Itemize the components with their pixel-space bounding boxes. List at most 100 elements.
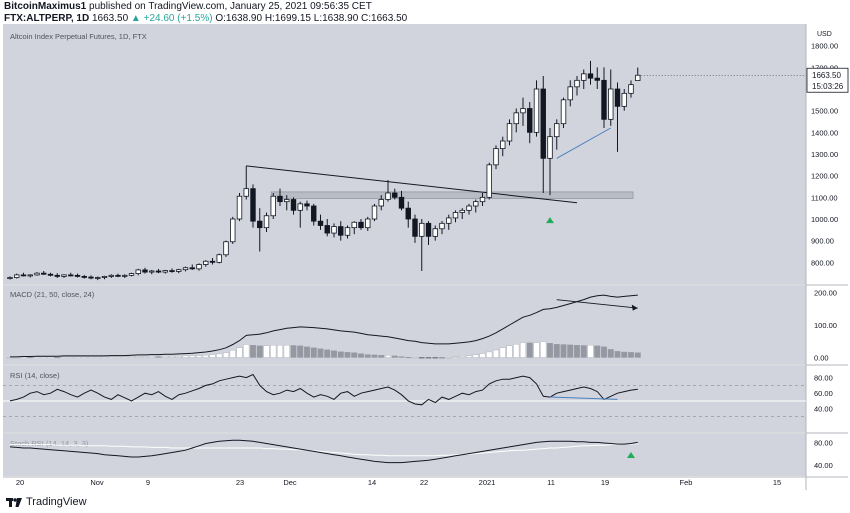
- macd-histogram-bar: [472, 354, 479, 358]
- macd-histogram-bar: [466, 355, 472, 358]
- macd-histogram-bar: [378, 355, 385, 358]
- candle-up: [230, 218, 236, 243]
- macd-histogram-bar: [88, 356, 94, 358]
- price-change: +24.60 (+1.5%): [143, 13, 213, 24]
- candle-up: [419, 222, 425, 237]
- macd-histogram-bar: [587, 344, 594, 358]
- candle-up: [108, 274, 114, 277]
- candle-up: [95, 277, 101, 279]
- currency-label: USD: [817, 31, 832, 38]
- candle-up: [479, 196, 486, 203]
- candle-up: [446, 217, 452, 224]
- macd-histogram-bar: [169, 356, 175, 358]
- candle-up: [27, 274, 33, 277]
- price-tick-label: 1800.00: [811, 42, 838, 51]
- candle-up: [14, 274, 20, 278]
- price-tick-label: 900.00: [811, 237, 834, 246]
- macd-histogram-bar: [513, 344, 520, 358]
- macd-histogram-bar: [533, 342, 540, 358]
- close-value: 1663.50: [371, 13, 408, 24]
- candle-up: [176, 269, 182, 272]
- macd-histogram-bar: [493, 349, 499, 358]
- price-tick-label: 800.00: [811, 258, 834, 267]
- macd-histogram-bar: [317, 348, 324, 358]
- macd-histogram-bar: [351, 352, 358, 358]
- macd-tick-label: 200.00: [814, 289, 837, 298]
- candle-down: [81, 276, 87, 278]
- candle-down: [142, 269, 148, 273]
- candle-up: [608, 88, 614, 120]
- candle-up: [223, 241, 229, 256]
- high-label: H:: [264, 13, 275, 24]
- candle-down: [405, 207, 411, 220]
- support-trendline: [556, 127, 611, 159]
- candle-down: [527, 108, 533, 133]
- descending-trendline: [246, 165, 578, 204]
- macd-histogram-bar: [634, 352, 641, 358]
- macd-histogram-bar: [277, 344, 283, 358]
- candle-up: [574, 79, 580, 88]
- candle-up: [365, 218, 371, 229]
- candle-up: [128, 273, 135, 276]
- macd-histogram-bar: [74, 356, 81, 358]
- candle-up: [493, 148, 499, 166]
- price-tick-label: 1500.00: [811, 107, 838, 116]
- candle-up: [513, 112, 519, 125]
- candle-down: [54, 274, 60, 277]
- macd-histogram-bar: [607, 349, 614, 358]
- candle-up: [560, 99, 567, 125]
- change-up-icon: ▲: [130, 13, 141, 24]
- macd-histogram-bar: [486, 351, 493, 358]
- macd-histogram-bar: [567, 344, 574, 358]
- candle-down: [304, 203, 310, 207]
- candle-down: [88, 276, 94, 279]
- x-tick-label: 20: [16, 478, 24, 487]
- candle-up: [162, 270, 168, 273]
- author-name[interactable]: BitcoinMaximus1: [4, 1, 87, 12]
- low-value: 1638.90: [322, 13, 359, 24]
- publish-line: BitcoinMaximus1 published on TradingView…: [4, 1, 372, 12]
- macd-histogram-bar: [202, 355, 209, 358]
- candle-down: [425, 222, 432, 237]
- candle-up: [284, 199, 290, 203]
- candle-up: [149, 270, 155, 273]
- candle-up: [378, 199, 384, 207]
- macd-histogram-bar: [135, 356, 142, 358]
- countdown-label: 15:03:26: [812, 82, 844, 91]
- candle-down: [47, 273, 54, 276]
- macd-histogram-bar: [601, 346, 607, 358]
- macd-histogram-bar: [236, 347, 243, 358]
- candle-down: [115, 274, 121, 277]
- macd-histogram-bar: [162, 356, 169, 358]
- candle-down: [290, 199, 297, 211]
- pane-background-0: [3, 24, 806, 284]
- candle-down: [257, 220, 263, 229]
- candle-up: [466, 205, 472, 211]
- price-tick-label: 1400.00: [811, 128, 838, 137]
- macd-histogram-bar: [594, 345, 601, 358]
- macd-histogram-bar: [324, 349, 331, 358]
- tradingview-brand[interactable]: TradingView: [26, 496, 87, 508]
- macd-histogram-bar: [560, 344, 567, 358]
- candle-down: [250, 188, 256, 222]
- candle-up: [621, 92, 627, 107]
- macd-histogram-bar: [432, 357, 439, 359]
- macd-histogram-bar: [128, 356, 135, 358]
- macd-histogram-bar: [196, 355, 202, 358]
- x-tick-label: Feb: [680, 478, 693, 487]
- price-tick-label: 1200.00: [811, 172, 838, 181]
- candle-down: [587, 73, 594, 79]
- candle-up: [486, 164, 492, 198]
- macd-histogram-bar: [391, 355, 398, 358]
- macd-line: [10, 294, 638, 358]
- stoch-signal-icon: [627, 452, 635, 458]
- symbol-name[interactable]: FTX:ALTPERP, 1D: [4, 13, 90, 24]
- x-tick-label: 9: [146, 478, 150, 487]
- price-tick-label: 1000.00: [811, 215, 838, 224]
- candle-up: [439, 222, 445, 230]
- rsi-tick-label: 60.00: [814, 389, 833, 398]
- last-price-badge: [806, 67, 849, 93]
- macd-histogram-bar: [283, 344, 290, 358]
- candle-down: [74, 274, 81, 277]
